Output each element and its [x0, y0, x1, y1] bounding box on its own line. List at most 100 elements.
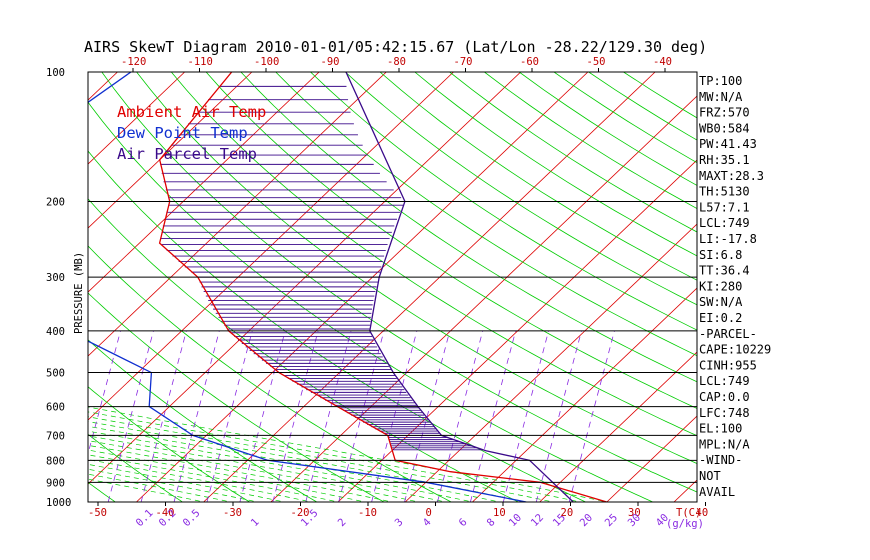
stat-item: TT:36.4 — [699, 264, 750, 278]
moist-adiabat-line — [88, 440, 419, 502]
isotherm-line — [88, 72, 387, 357]
isotherm-line — [203, 72, 656, 502]
isotherm-line — [404, 223, 697, 502]
pressure-tick-label: 100 — [46, 67, 65, 79]
stat-item: CAPE:10229 — [699, 343, 771, 357]
top-temp-tick-label: -80 — [387, 56, 406, 68]
top-temp-tick-label: -90 — [321, 56, 340, 68]
pressure-tick-label: 800 — [46, 455, 65, 467]
top-temp-tick-label: -50 — [587, 56, 606, 68]
bottom-temp-tick-label: 10 — [493, 507, 506, 519]
dry-adiabat-line — [414, 72, 697, 257]
isotherm-line — [88, 72, 185, 165]
stat-item: SI:6.8 — [699, 248, 742, 262]
mixing-ratio-line — [173, 330, 220, 502]
plot-frame — [87, 71, 698, 503]
dry-adiabat-line — [88, 386, 250, 502]
bottom-temp-tick-label: 30 — [628, 507, 641, 519]
isotherm-line — [88, 72, 253, 229]
moist-adiabat-line — [88, 464, 285, 502]
dry-adiabat-line — [88, 150, 586, 502]
stat-item: CINH:955 — [699, 358, 757, 372]
legend: Ambient Air Temp Dew Point Temp Air Parc… — [117, 103, 266, 163]
moist-adiabat-line — [88, 444, 392, 502]
mixing-ratio-tick-label: 10 — [507, 512, 524, 529]
moist-adiabat-line — [88, 454, 339, 502]
chart-title: AIRS SkewT Diagram 2010-01-01/05:42:15.6… — [84, 38, 707, 56]
stat-item: WB0:584 — [699, 121, 750, 135]
isotherm-line — [270, 95, 697, 502]
mixing-ratio-tick-label: 20 — [578, 512, 595, 529]
stat-item: TP:100 — [699, 74, 742, 88]
top-temp-tick-label: -60 — [520, 56, 539, 68]
bottom-temp-tick-label: 20 — [561, 507, 574, 519]
bottom-temp-tick-label: 0 — [426, 507, 432, 519]
bottom-temp-tick-label: 40 — [696, 507, 709, 519]
moist-adiabat-line — [88, 411, 580, 502]
stat-item: LCL:749 — [699, 216, 750, 230]
mixing-ratio-line — [371, 330, 418, 502]
x-axis-label: T(C) — [676, 507, 701, 519]
mixing-ratio-line — [535, 330, 582, 502]
bottom-temp-tick-label: -30 — [223, 507, 242, 519]
mixing-ratio-line — [206, 330, 253, 502]
pressure-tick-label: 400 — [46, 326, 65, 338]
mixing-ratio-tick-label: 0.5 — [181, 507, 203, 529]
stat-item: SW:N/A — [699, 295, 743, 309]
pressure-tick-label: 500 — [46, 368, 65, 380]
dry-adiabat-line — [379, 72, 697, 281]
top-temp-tick-label: -110 — [188, 56, 213, 68]
stat-item: LI:-17.8 — [699, 232, 757, 246]
mixing-ratio-tick-label: 3 — [393, 516, 406, 529]
moist-adiabat-line — [88, 416, 554, 502]
mixing-ratio-line — [568, 330, 615, 502]
legend-dewpoint: Dew Point Temp — [117, 124, 248, 142]
y-axis-label: PRESSURE (MB) — [73, 252, 85, 334]
moist-adiabat-line — [88, 425, 500, 502]
mixing-ratio-tick-label: 12 — [529, 512, 546, 529]
stat-item: FRZ:570 — [699, 106, 750, 120]
stat-item: TH:5130 — [699, 185, 750, 199]
stat-item: AVAIL — [699, 485, 735, 499]
moist-adiabat-line — [88, 421, 527, 502]
top-temp-tick-label: -100 — [254, 56, 279, 68]
dry-adiabat-line — [484, 72, 697, 210]
mixing-ratio-line — [272, 330, 319, 502]
isotherm-line — [0, 72, 50, 502]
dry-adiabat-line — [240, 72, 697, 383]
bottom-temp-tick-label: -50 — [88, 507, 107, 519]
mixing-ratio-tick-label: 6 — [457, 516, 470, 529]
legend-ambient: Ambient Air Temp — [117, 103, 266, 121]
mixing-ratio-tick-label: 25 — [603, 512, 620, 529]
stat-item: NOT — [699, 469, 721, 483]
moist-adiabat-line — [88, 449, 365, 502]
dry-adiabat-line — [88, 245, 452, 502]
isotherm-line — [337, 159, 697, 502]
dry-adiabat-line — [518, 72, 697, 186]
top-temp-tick-label: -70 — [454, 56, 473, 68]
top-temp-tick-label: -120 — [121, 56, 146, 68]
dry-adiabat-line — [136, 72, 697, 464]
pressure-tick-label: 600 — [46, 402, 65, 414]
mixing-ratio-line — [469, 330, 517, 502]
isotherm-line — [88, 72, 320, 293]
pressure-tick-label: 1000 — [46, 497, 71, 509]
legend-parcel: Air Parcel Temp — [117, 145, 257, 163]
bottom-temp-tick-label: -10 — [358, 507, 377, 519]
mixing-ratio-tick-label: 1 — [249, 516, 262, 529]
stat-item: -PARCEL- — [699, 327, 757, 341]
isotherm-line — [472, 287, 697, 502]
mixing-ratio-line — [305, 330, 352, 502]
stat-item: PW:41.43 — [699, 137, 757, 151]
pressure-tick-label: 900 — [46, 477, 65, 489]
dry-adiabat-line — [205, 72, 697, 409]
mixing-ratio-line — [437, 330, 484, 502]
moist-adiabat-line — [88, 430, 473, 502]
dry-adiabat-line — [449, 72, 697, 233]
pressure-tick-label: 300 — [46, 272, 65, 284]
mixing-ratio-line — [107, 330, 154, 502]
moist-adiabat-line — [88, 435, 446, 502]
bottom-temp-tick-label: -40 — [156, 507, 175, 519]
